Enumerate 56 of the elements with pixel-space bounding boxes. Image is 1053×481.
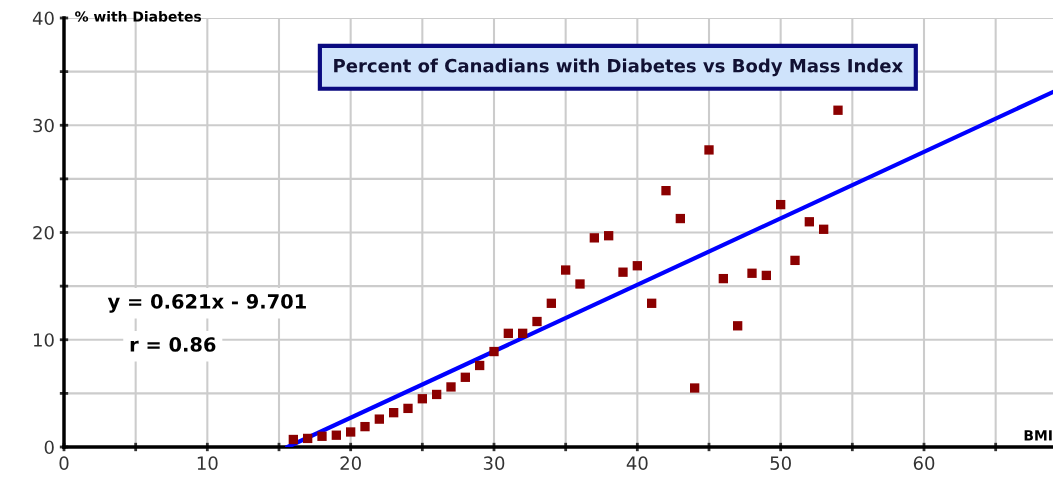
point [718,273,728,284]
point [747,268,757,278]
annotation: y = 0.621x - 9.701 [107,294,306,313]
point [503,328,513,338]
x-tick-label: 20 [340,456,361,470]
point [833,105,843,115]
x-tick-label: 50 [770,456,791,470]
point [704,145,714,155]
point [489,346,499,357]
point [518,328,528,338]
point [288,434,298,445]
x-axis-title: BMI [1024,430,1052,441]
point [346,427,356,437]
point [589,233,599,243]
point [661,186,671,196]
point [819,224,829,234]
point [733,321,743,331]
point [618,267,628,277]
point [776,199,786,210]
point [460,372,470,382]
point [403,403,413,414]
y-tick-label: 0 [44,440,54,455]
point [561,265,571,275]
point [804,217,814,227]
y-tick-label: 40 [32,11,54,26]
point [417,394,427,404]
x-tick-label: 10 [197,456,218,470]
x-tick-label: 60 [913,456,935,470]
y-tick-label: 20 [33,225,54,240]
x-tick-label: 30 [483,456,505,470]
point [446,382,456,392]
point [790,255,800,266]
x-tick-label: 0 [59,456,69,470]
point [303,433,313,444]
y-tick-label: 10 [33,333,54,347]
point [575,279,585,289]
point [374,414,384,424]
point [632,261,642,271]
annotation: r = 0.86 [130,337,216,352]
point [532,316,542,327]
point [389,408,399,418]
point [331,430,341,440]
point [675,213,685,224]
point [604,231,614,241]
point [475,360,485,371]
text: Percent of Canadians with Diabetes vs Body Mass Index [334,58,903,77]
point [317,431,327,441]
point [360,421,370,432]
point [647,298,657,308]
point [432,389,442,400]
point [761,270,771,281]
x-tick-label: 40 [626,456,648,470]
point [546,298,556,308]
y-axis-title: % with Diabetes [75,10,202,22]
point [690,383,700,393]
y-tick-label: 30 [33,118,54,133]
